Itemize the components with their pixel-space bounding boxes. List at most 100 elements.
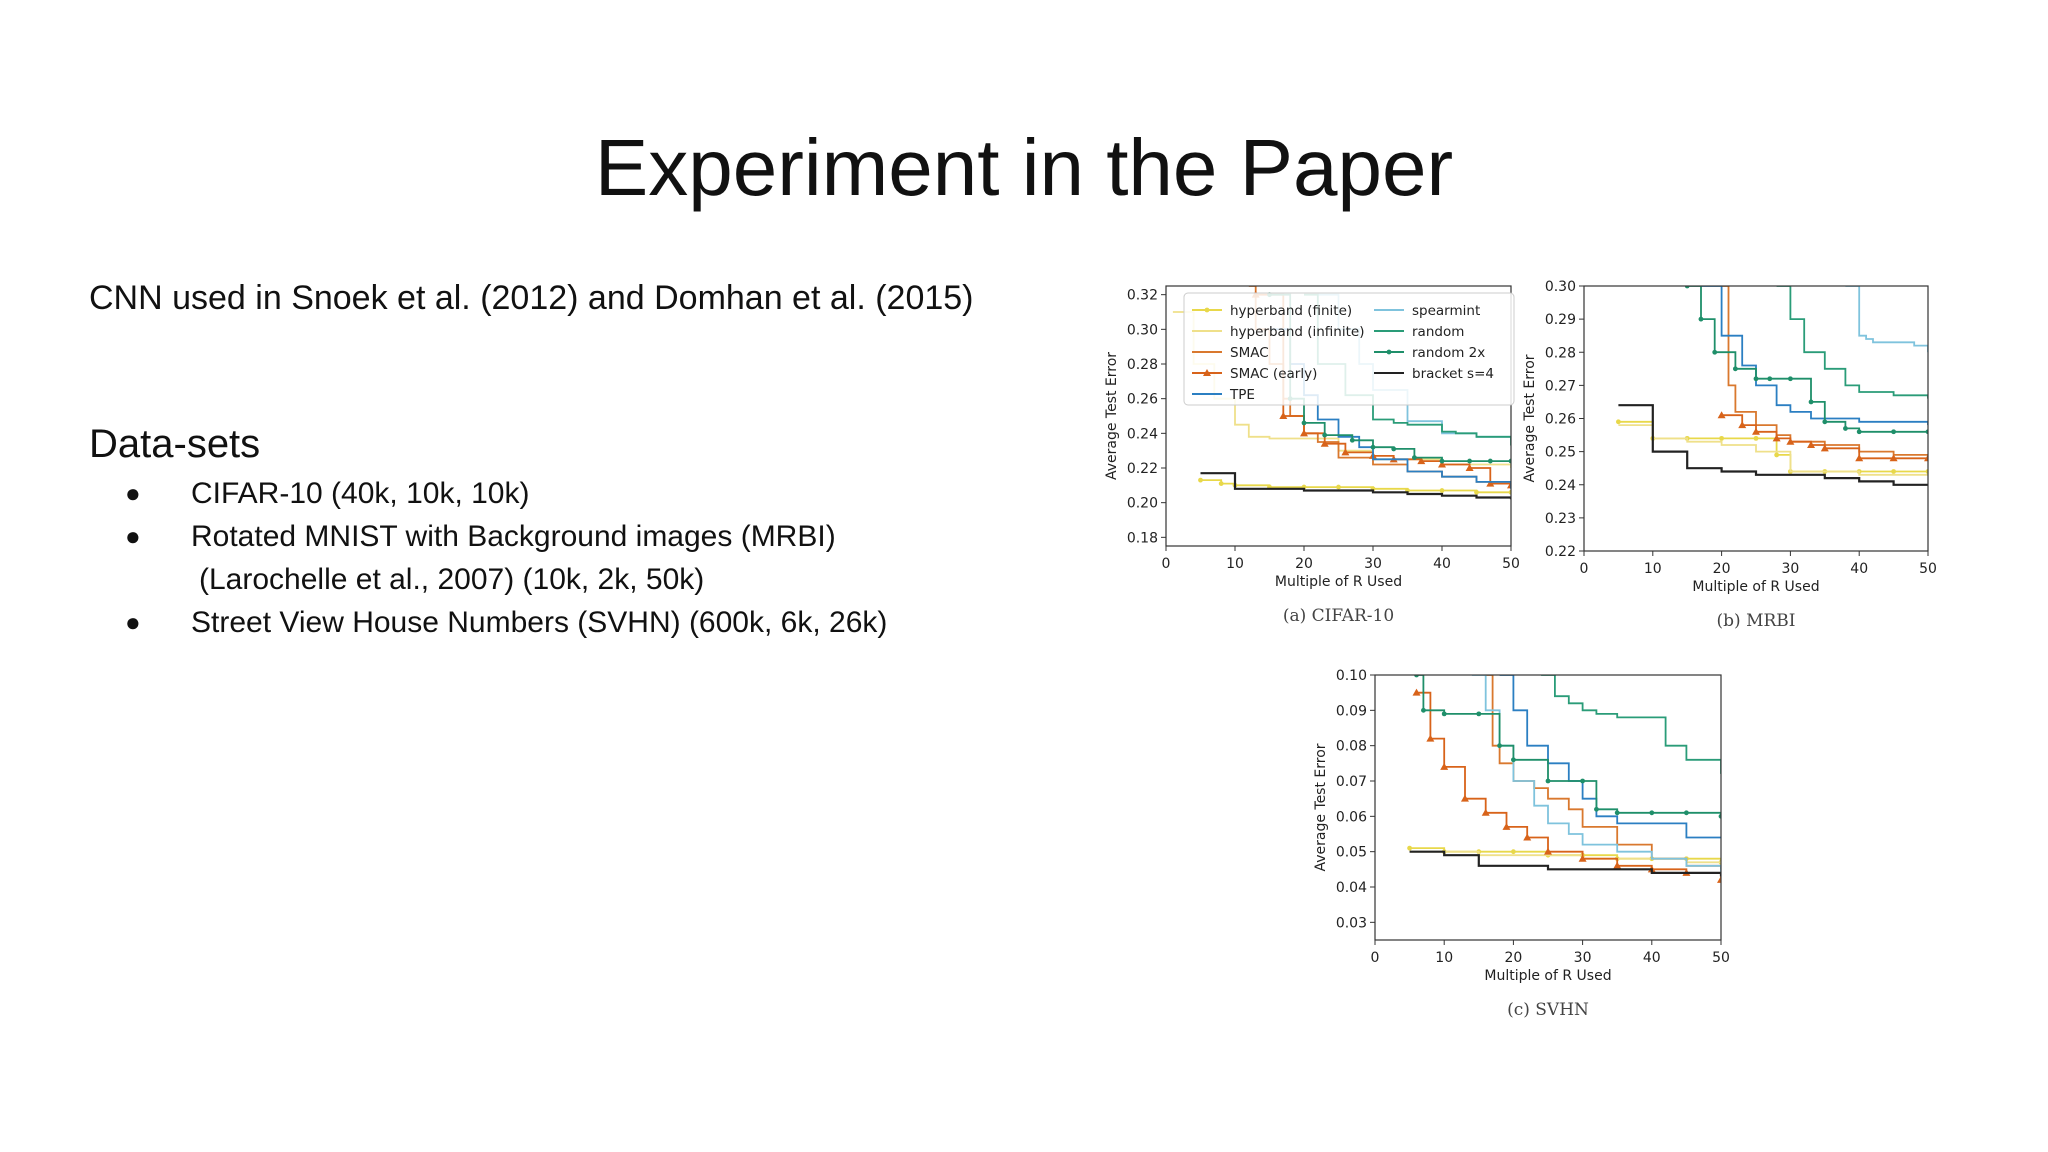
x-tick-label: 20 <box>1504 950 1522 966</box>
data-point-marker <box>1349 437 1355 443</box>
bullet-icon: ● <box>125 478 141 508</box>
legend-label: SMAC <box>1230 345 1269 361</box>
plot-frame <box>1374 674 1722 941</box>
y-tick-label: 0.24 <box>1127 426 1158 442</box>
data-point-marker <box>1891 469 1896 474</box>
y-tick-label: 0.07 <box>1336 774 1367 790</box>
dataset-item-text: Rotated MNIST with Background images (MR… <box>191 520 836 553</box>
y-tick-label: 0.24 <box>1545 478 1576 494</box>
data-point-marker <box>1767 376 1773 382</box>
series-line-spearmint <box>1471 675 1721 873</box>
data-point-marker <box>1753 376 1759 382</box>
x-tick-label: 10 <box>1226 556 1244 572</box>
data-point-marker <box>1438 460 1446 468</box>
x-tick-label: 0 <box>1580 561 1589 577</box>
y-tick-label: 0.27 <box>1545 378 1576 394</box>
y-tick-label: 0.08 <box>1336 739 1367 755</box>
x-tick-label: 20 <box>1713 561 1731 577</box>
data-point-marker <box>1753 435 1759 441</box>
data-point-marker <box>1218 481 1224 486</box>
legend-label: random 2x <box>1412 345 1485 361</box>
x-tick-label: 40 <box>1850 561 1868 577</box>
figure-caption: (a) CIFAR-10 <box>1283 606 1394 626</box>
chart-2: 0 10 20 30 40 50 0.22 0.23 0.24 0.25 0.26 0.27 0.28 0… <box>1522 279 1937 631</box>
x-tick-label: 50 <box>1712 950 1730 966</box>
data-point-marker <box>1481 808 1490 816</box>
data-point-marker <box>1684 810 1689 816</box>
y-tick-label: 0.05 <box>1336 845 1367 861</box>
data-point-marker <box>1578 854 1587 862</box>
y-tick-label: 0.22 <box>1127 461 1158 477</box>
chart-1: 0 10 20 30 40 50 0.18 0.20 0.22 0.24 0.26 0.28 0.30 0… <box>1104 285 1520 626</box>
dataset-item-mrbi: ● Rotated MNIST with Background images (… <box>89 515 887 601</box>
legend-marker <box>1203 369 1211 376</box>
x-tick-label: 0 <box>1371 950 1380 966</box>
data-point-marker <box>1545 778 1551 784</box>
y-tick-label: 0.03 <box>1336 915 1367 931</box>
legend-label: TPE <box>1229 387 1255 403</box>
data-point-marker <box>1391 446 1397 452</box>
data-point-marker <box>1523 833 1532 841</box>
y-tick-label: 0.09 <box>1336 703 1367 719</box>
legend-box <box>1183 292 1515 406</box>
x-tick-label: 30 <box>1574 950 1592 966</box>
data-point-marker <box>1788 376 1793 382</box>
data-point-marker <box>1772 434 1781 442</box>
slide-subtitle: CNN used in Snoek et al. (2012) and Domh… <box>89 279 974 317</box>
data-point-marker <box>1426 734 1435 742</box>
y-tick-label: 0.20 <box>1127 496 1158 512</box>
series-line-hyperband-infinite- <box>1618 424 1928 476</box>
legend-label: hyperband (infinite) <box>1230 324 1364 340</box>
data-point-marker <box>1717 411 1726 419</box>
legend-label: bracket s=4 <box>1412 366 1494 382</box>
data-point-marker <box>1465 464 1474 471</box>
x-axis-label: Multiple of R Used <box>1484 968 1611 984</box>
data-point-marker <box>1580 778 1585 784</box>
y-tick-label: 0.30 <box>1545 279 1576 295</box>
y-tick-label: 0.04 <box>1336 880 1367 896</box>
data-point-marker <box>1544 847 1552 855</box>
x-tick-label: 20 <box>1295 556 1313 572</box>
data-point-marker <box>1712 349 1718 355</box>
data-point-marker <box>1497 743 1502 749</box>
data-point-marker <box>1417 457 1426 465</box>
x-axis-label: Multiple of R Used <box>1692 579 1819 595</box>
data-point-marker <box>1807 441 1816 448</box>
x-tick-label: 10 <box>1435 950 1453 966</box>
y-tick-label: 0.28 <box>1545 345 1576 361</box>
legend-label: random <box>1412 324 1464 340</box>
x-tick-label: 40 <box>1433 556 1451 572</box>
data-point-marker <box>1301 420 1307 426</box>
y-tick-label: 0.28 <box>1127 357 1158 373</box>
datasets-list: ● CIFAR-10 (40k, 10k, 10k) ● Rotated MNI… <box>89 472 887 644</box>
data-point-marker <box>1440 762 1449 770</box>
series-line-smac <box>1485 675 1721 870</box>
data-point-marker <box>1336 484 1341 490</box>
data-point-marker <box>1752 427 1760 435</box>
x-tick-label: 50 <box>1502 556 1520 572</box>
data-point-marker <box>1467 458 1472 464</box>
x-tick-label: 50 <box>1919 561 1937 577</box>
y-tick-label: 0.22 <box>1545 544 1576 560</box>
data-point-marker <box>1511 849 1516 855</box>
x-tick-label: 40 <box>1643 950 1661 966</box>
data-point-marker <box>1322 432 1328 438</box>
bullet-icon: ● <box>125 521 141 551</box>
series-line-hyperband-finite- <box>1618 420 1928 473</box>
data-point-marker <box>1698 316 1704 322</box>
chart-legend: hyperband (finite) hyperband (infinite) SM… <box>1183 292 1515 406</box>
y-axis-label: Average Test Error <box>1313 743 1329 871</box>
slide-title: Experiment in the Paper <box>594 123 1454 212</box>
legend-label: SMAC (early) <box>1230 366 1317 382</box>
series-line-random <box>1541 675 1721 774</box>
bullet-icon: ● <box>125 607 141 637</box>
data-point-marker <box>1614 810 1620 816</box>
data-point-marker <box>1855 454 1864 462</box>
data-point-marker <box>1616 419 1621 425</box>
data-point-marker <box>1370 444 1376 450</box>
legend-marker <box>1386 349 1392 355</box>
data-point-marker <box>1486 479 1495 487</box>
data-point-marker <box>1889 454 1898 462</box>
data-point-marker <box>1594 806 1599 812</box>
